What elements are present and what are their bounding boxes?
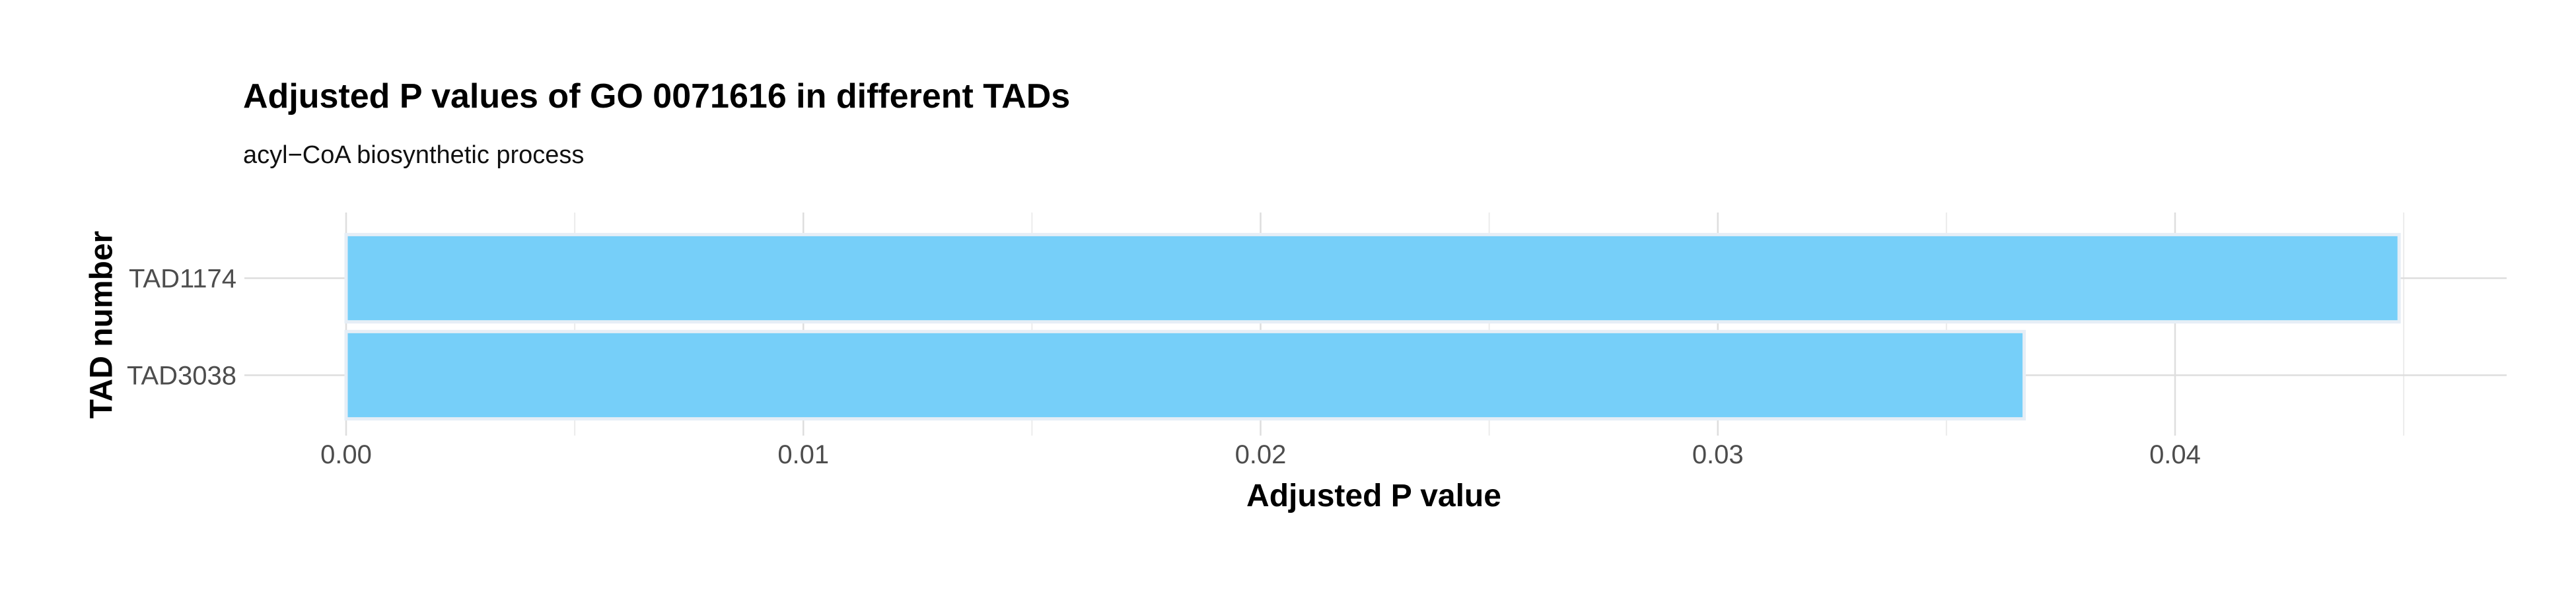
x-tick-label: 0.01 [777,440,829,469]
x-tick-labels: 0.00 0.01 0.02 0.03 0.04 [320,440,2201,469]
bar-tad1174 [344,232,2401,324]
y-tick-label: TAD1174 [129,265,236,294]
x-axis-label: Adjusted P value [1246,478,1501,513]
bars [344,232,2401,421]
bar-tad3038 [344,329,2026,421]
y-tick-labels: TAD1174 TAD3038 [127,265,236,391]
chart-title: Adjusted P values of GO 0071616 in diffe… [243,77,1071,116]
chart-subtitle: acyl−CoA biosynthetic process [243,141,585,169]
x-tick-label: 0.03 [1692,440,1744,469]
y-tick-label: TAD3038 [127,361,236,390]
x-tick-label: 0.04 [2149,440,2201,469]
x-tick-label: 0.02 [1235,440,1287,469]
x-tick-label: 0.00 [320,440,372,469]
